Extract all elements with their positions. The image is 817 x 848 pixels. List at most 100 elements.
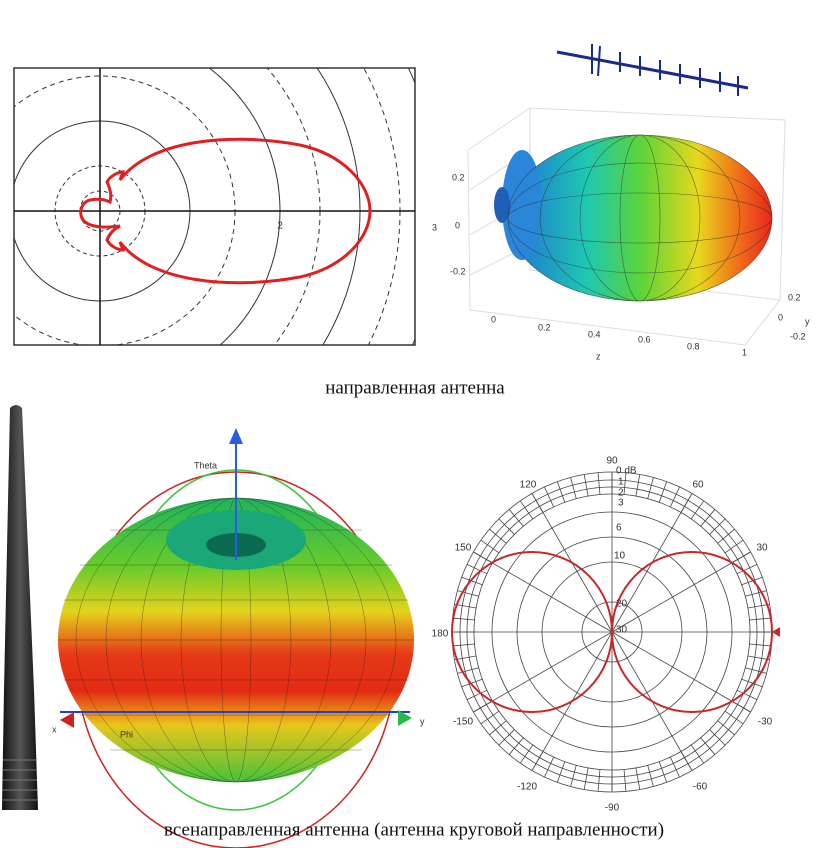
hatch [583, 767, 589, 790]
plot-label: 2 [277, 221, 283, 232]
omnidirectional-3d-plot: Theta Phi x y [52, 428, 425, 848]
hatch [556, 761, 566, 783]
omnidirectional-polar-plot [451, 471, 780, 793]
directional-3d-plot: 0.2 3 0 -0.2 0 0.2 0.4 0.6 0.8 1 z 0.2 0… [432, 40, 810, 361]
hatch [508, 509, 524, 527]
hatch [461, 678, 483, 688]
tick-label: 0.4 [588, 329, 601, 339]
hatch [635, 767, 641, 790]
radial-label: 2 [618, 488, 624, 499]
hatch [583, 474, 589, 497]
tick-label: 0.8 [687, 341, 700, 351]
hatch [724, 710, 744, 725]
angle-label: 30 [756, 543, 768, 554]
angle-label: -60 [693, 782, 708, 793]
radial-label: 30 [616, 625, 628, 636]
hatch [736, 689, 758, 700]
hatch [480, 710, 500, 725]
hatch [736, 564, 758, 575]
angle-label: -30 [758, 717, 773, 728]
tick-label: 0.2 [452, 172, 465, 182]
axis-label: z [596, 351, 601, 361]
tick-label: 1 [742, 347, 747, 357]
hatch [570, 765, 577, 787]
hatch [749, 617, 772, 621]
spoke [473, 631, 613, 713]
tick-label: 3 [432, 222, 437, 232]
hatch [709, 518, 726, 535]
hatch [623, 769, 627, 792]
hatch [731, 551, 751, 564]
hatch [457, 667, 479, 674]
hatch [544, 756, 555, 778]
hatch [690, 744, 705, 764]
hatch [489, 720, 507, 736]
hatch [473, 551, 493, 564]
hatch [747, 655, 770, 661]
angle-label: 60 [692, 480, 704, 491]
hatch [669, 486, 680, 508]
hatch [745, 667, 767, 674]
radial-label: 10 [614, 551, 626, 562]
tick-label: -0.2 [790, 331, 806, 341]
angle-label: -120 [517, 782, 537, 793]
axis-label: x [52, 724, 57, 734]
hatch [556, 481, 566, 503]
hatch [519, 500, 534, 520]
hatch [466, 564, 488, 575]
hatch [498, 729, 515, 746]
hatch [745, 590, 767, 597]
hatch [700, 737, 716, 755]
hatch [741, 576, 763, 586]
hatch [680, 751, 693, 771]
caption: направленная антенна [325, 377, 505, 398]
hatch [466, 689, 488, 700]
hatch [623, 472, 627, 495]
axis-label: Theta [194, 460, 217, 470]
angle-label: 120 [520, 480, 537, 491]
spoke [473, 551, 613, 633]
hatch [690, 500, 705, 520]
caption: всенаправленная антенна (антенна кругово… [164, 819, 664, 840]
hatch [489, 528, 507, 544]
hatch [647, 765, 654, 787]
tick-label: -0.2 [450, 266, 466, 276]
hatch [452, 643, 475, 647]
hatch [570, 477, 577, 499]
tick-label: 0 [455, 220, 460, 230]
hatch [597, 769, 601, 792]
radial-label: 6 [616, 523, 622, 534]
hatch [731, 700, 751, 713]
hatch [669, 756, 680, 778]
hatch [724, 539, 744, 554]
tick-label: 0.6 [638, 334, 651, 344]
hatch [519, 744, 534, 764]
angle-label: 150 [455, 543, 472, 554]
hatch [508, 737, 524, 755]
radial-label: 3 [618, 498, 624, 509]
hatch [680, 493, 693, 513]
hatch [747, 603, 770, 609]
hatch [658, 481, 668, 503]
hatch [717, 720, 735, 736]
axis-label: y [805, 316, 810, 326]
tick-label: 0 [778, 312, 783, 322]
hatch [709, 729, 726, 746]
angle-label: -150 [453, 717, 473, 728]
hatch [741, 678, 763, 688]
tick-label: 0.2 [538, 322, 551, 332]
hatch [749, 643, 772, 647]
hatch [544, 486, 555, 508]
antenna [2, 405, 38, 810]
hatch [454, 655, 477, 661]
hatch [658, 761, 668, 783]
hatch [452, 617, 475, 621]
hatch [498, 518, 515, 535]
tick-label: 0 [491, 314, 496, 324]
hatch [531, 493, 544, 513]
hatch [461, 576, 483, 586]
hatch [473, 700, 493, 713]
directional-polar-plot: 2 [13, 67, 416, 346]
